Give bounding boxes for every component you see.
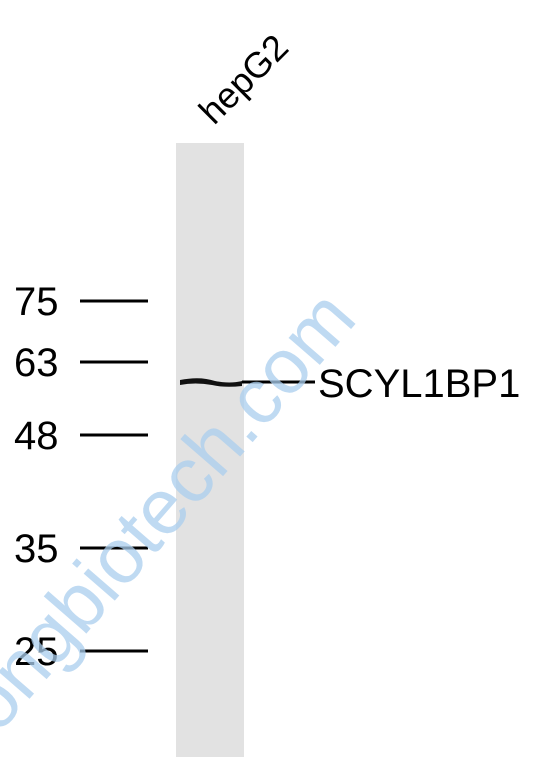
band-label: SCYL1BP1 <box>318 362 520 406</box>
marker-label: 48 <box>14 414 59 458</box>
marker-label: 63 <box>14 341 59 385</box>
page: {"lane": {"label": "hepG2"}, "markers": … <box>0 0 554 759</box>
marker-label: 75 <box>14 280 59 324</box>
lane-label: hepG2 <box>191 26 296 131</box>
western-blot: SCYL1BP1 hepG2 7563483525 congbiotech.co… <box>0 0 554 759</box>
body: SCYL1BP1 hepG2 7563483525 congbiotech.co… <box>0 0 554 759</box>
